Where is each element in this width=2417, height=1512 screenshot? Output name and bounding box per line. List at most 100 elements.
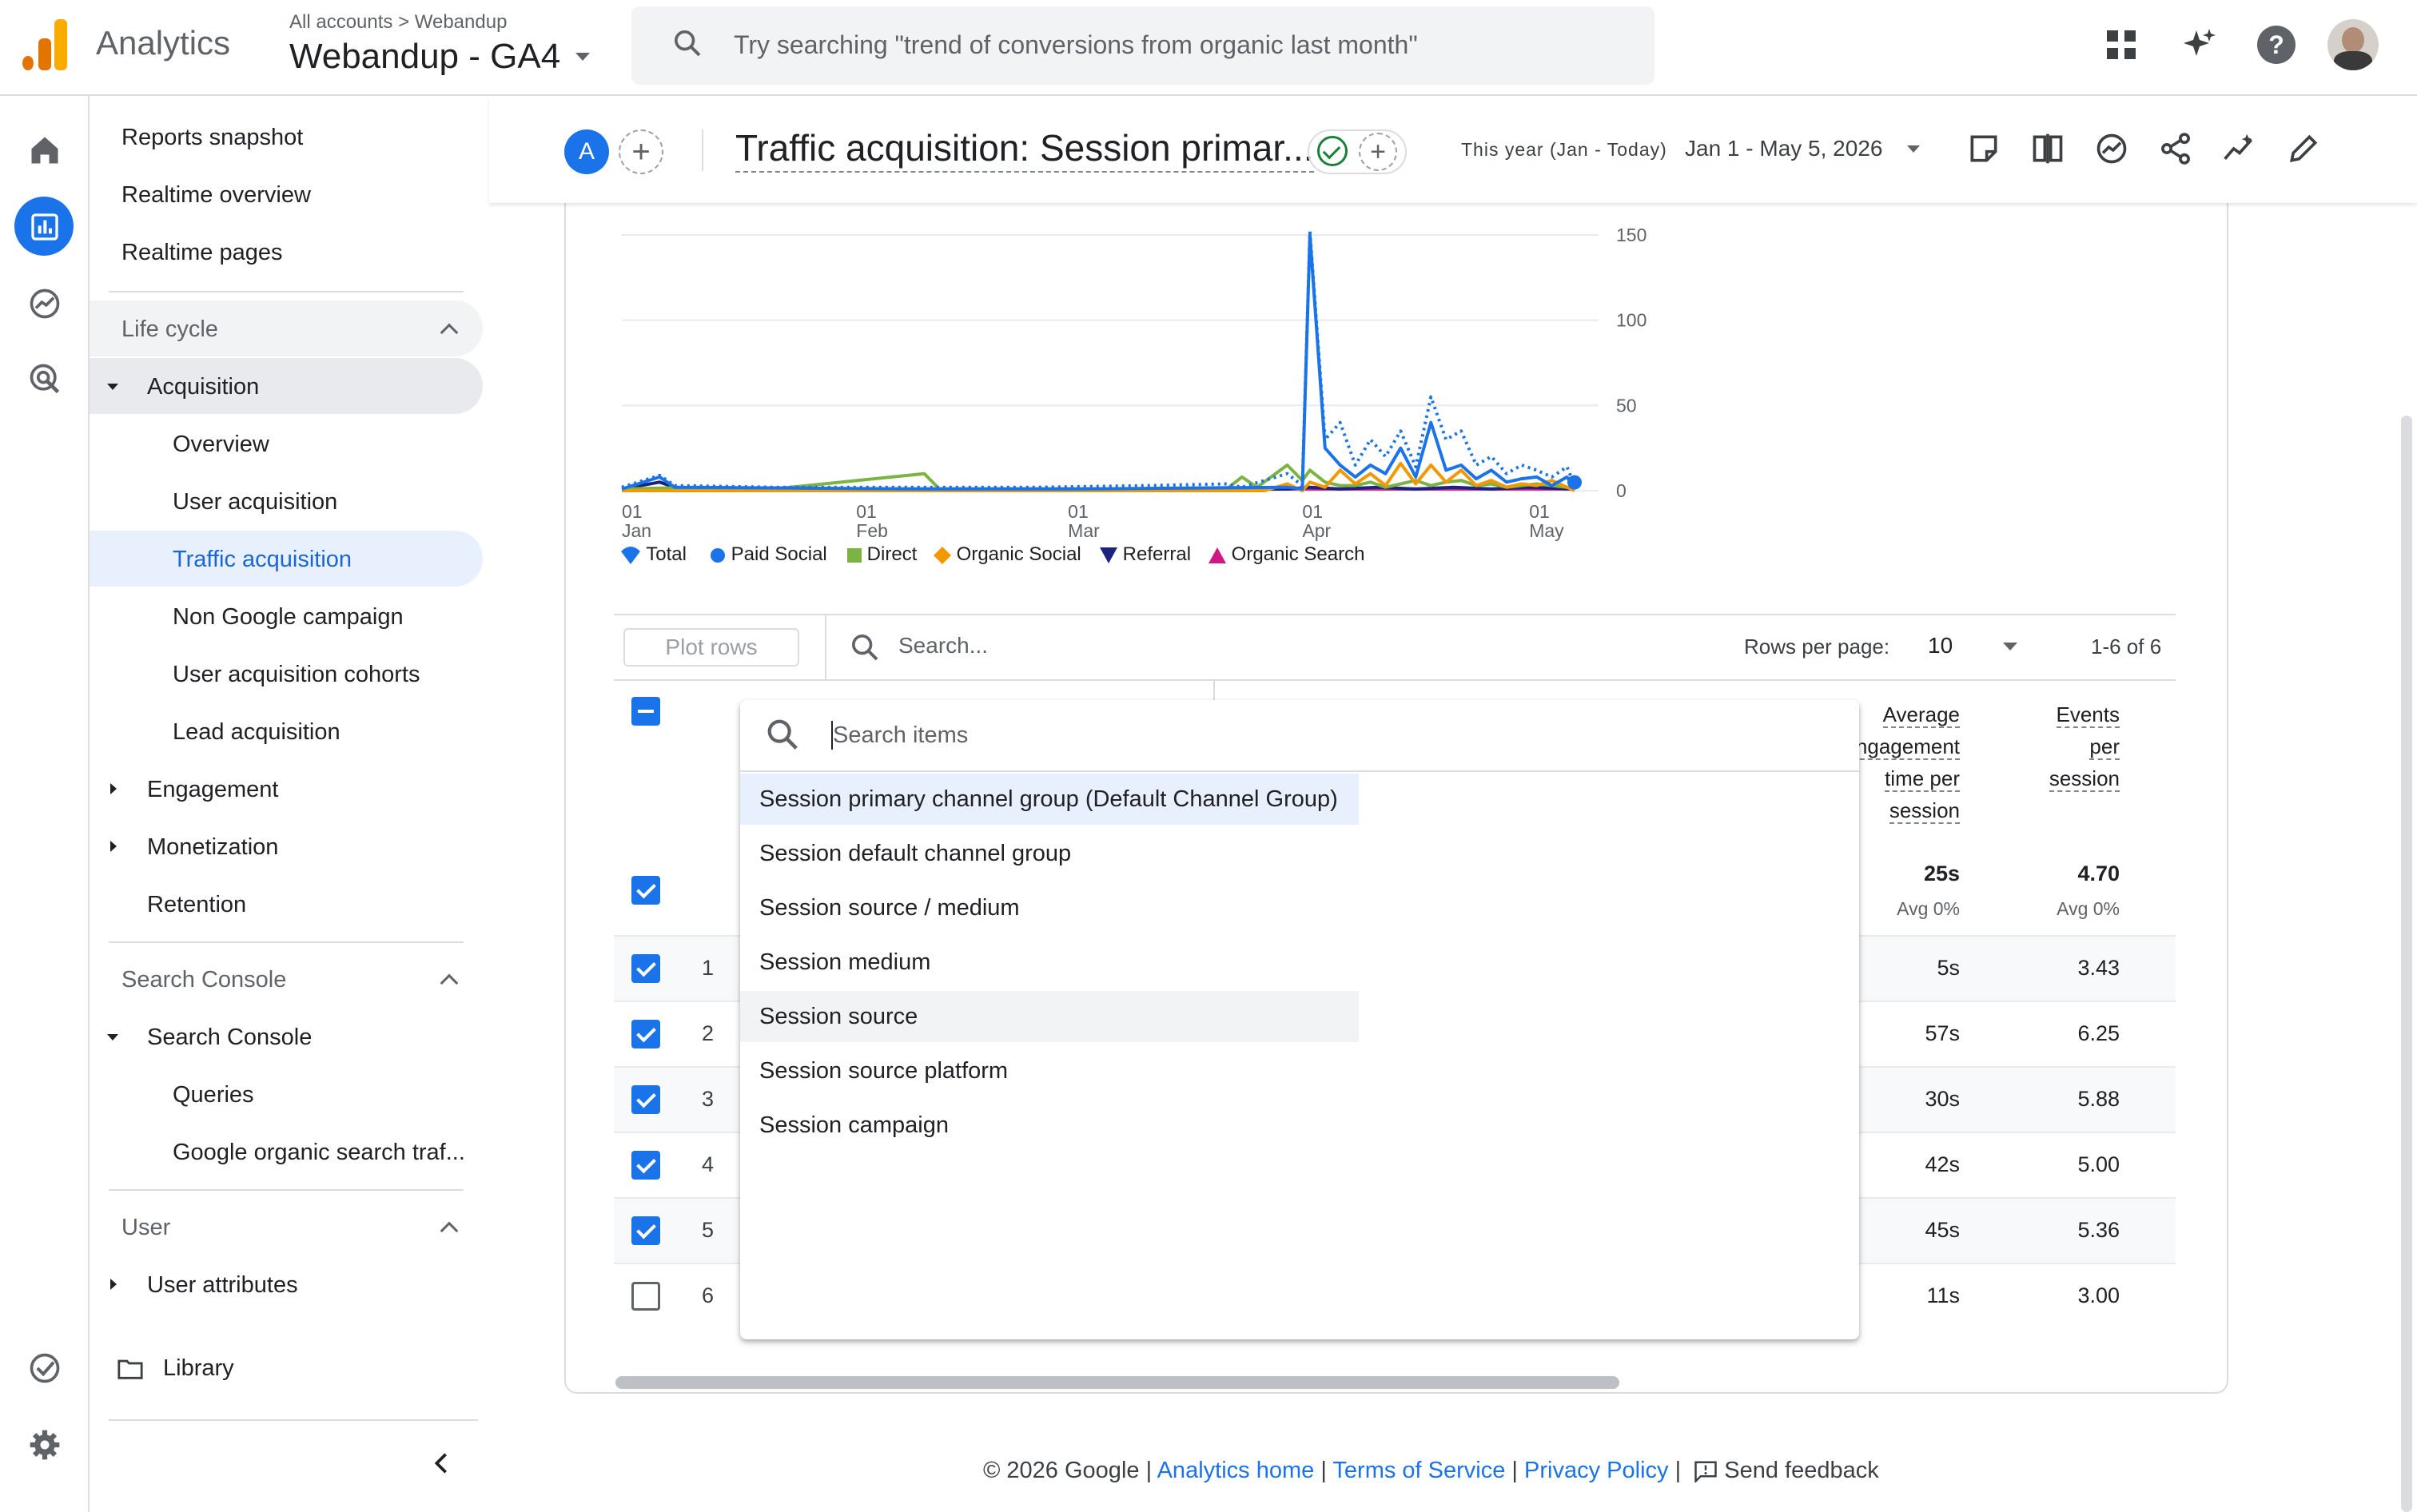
date-caret-icon[interactable] bbox=[1907, 145, 1920, 153]
legend-total[interactable]: Total bbox=[620, 543, 687, 566]
nav-user-attributes[interactable]: User attributes bbox=[147, 1272, 298, 1298]
dropdown-search-input[interactable]: Search items bbox=[833, 722, 969, 748]
report-title[interactable]: Traffic acquisition: Session primar... bbox=[735, 126, 1314, 173]
legend-organic-social[interactable]: Organic Social bbox=[934, 543, 1081, 566]
dropdown-option-default-channel-group[interactable]: Session default channel group bbox=[759, 840, 1072, 866]
caret-down-icon[interactable] bbox=[107, 384, 118, 390]
search-icon bbox=[668, 24, 707, 62]
table-search-input[interactable]: Search... bbox=[898, 633, 989, 658]
comparison-avatar[interactable]: A bbox=[564, 129, 609, 174]
table-toolbar-border bbox=[614, 679, 2176, 681]
nav-user-acquisition[interactable]: User acquisition bbox=[173, 489, 338, 515]
lifecycle-section-header[interactable] bbox=[90, 300, 483, 356]
check-circle-icon[interactable] bbox=[1317, 136, 1348, 166]
nav-overview[interactable]: Overview bbox=[173, 432, 269, 457]
account-breadcrumb[interactable]: All accounts > Webandup bbox=[289, 11, 507, 34]
advertising-icon[interactable] bbox=[27, 361, 62, 396]
caret-right-icon[interactable] bbox=[110, 783, 117, 794]
totals-checkbox[interactable] bbox=[631, 876, 660, 905]
property-selector[interactable]: Webandup - GA4 bbox=[289, 37, 561, 76]
row-number: 4 bbox=[702, 1152, 715, 1176]
cell-avg-engagement-time: 5s bbox=[1937, 956, 1960, 980]
reports-icon[interactable] bbox=[29, 211, 61, 243]
feedback-icon[interactable] bbox=[1694, 1460, 1718, 1484]
nav-traffic-acquisition[interactable]: Traffic acquisition bbox=[173, 547, 352, 572]
nav-acquisition[interactable]: Acquisition bbox=[147, 374, 260, 400]
dropdown-option-source[interactable]: Session source bbox=[740, 991, 1359, 1042]
home-icon[interactable] bbox=[27, 133, 62, 168]
footer-link-privacy[interactable]: Privacy Policy bbox=[1524, 1458, 1669, 1483]
nav-user-acquisition-cohorts[interactable]: User acquisition cohorts bbox=[173, 662, 420, 687]
nav-realtime-overview[interactable]: Realtime overview bbox=[121, 182, 311, 208]
nav-queries[interactable]: Queries bbox=[173, 1082, 254, 1108]
nav-monetization[interactable]: Monetization bbox=[147, 834, 279, 860]
dropdown-option-medium[interactable]: Session medium bbox=[759, 949, 931, 975]
insights-icon[interactable] bbox=[2094, 131, 2129, 166]
collapse-nav-chevron-icon[interactable] bbox=[432, 1451, 451, 1475]
explore-icon[interactable] bbox=[27, 286, 62, 321]
dropdown-option-source-medium[interactable]: Session source / medium bbox=[759, 894, 1020, 921]
nav-search-console[interactable]: Search Console bbox=[147, 1025, 313, 1050]
footer-send-feedback[interactable]: Send feedback bbox=[1724, 1458, 1879, 1483]
nav-non-google-campaign[interactable]: Non Google campaign bbox=[173, 604, 404, 630]
caret-right-icon[interactable] bbox=[110, 1279, 117, 1290]
settings-gear-icon[interactable] bbox=[27, 1427, 62, 1462]
legend-referral[interactable]: Referral bbox=[1100, 543, 1191, 566]
footer-separator: | bbox=[1145, 1458, 1153, 1483]
caret-right-icon[interactable] bbox=[110, 841, 117, 852]
nav-realtime-pages[interactable]: Realtime pages bbox=[121, 240, 283, 265]
footer-link-analytics-home[interactable]: Analytics home bbox=[1157, 1458, 1315, 1483]
footer-separator: | bbox=[1674, 1458, 1682, 1483]
dropdown-caret-icon[interactable] bbox=[2003, 643, 2017, 651]
help-icon[interactable]: ? bbox=[2257, 26, 2296, 64]
row-checkbox[interactable] bbox=[631, 954, 660, 983]
horizontal-scrollbar[interactable] bbox=[615, 1376, 1619, 1389]
report-header bbox=[489, 96, 2417, 203]
legend-paid-social[interactable]: Paid Social bbox=[710, 543, 827, 566]
plot-rows-button[interactable]: Plot rows bbox=[623, 628, 799, 666]
apps-grid-icon[interactable] bbox=[2105, 29, 2137, 61]
customize-report-icon[interactable] bbox=[1966, 131, 2001, 166]
column-header-events-per-session[interactable]: Events per session bbox=[2008, 698, 2120, 794]
nav-retention[interactable]: Retention bbox=[147, 892, 247, 917]
sparkle-icon[interactable] bbox=[2180, 26, 2219, 64]
dropdown-option-source-platform[interactable]: Session source platform bbox=[759, 1057, 1009, 1084]
row-checkbox[interactable] bbox=[631, 1151, 660, 1180]
table-toolbar-border bbox=[614, 614, 2176, 615]
legend-direct[interactable]: Direct bbox=[847, 543, 917, 566]
add-comparison-button[interactable]: + bbox=[619, 129, 663, 174]
nav-lead-acquisition[interactable]: Lead acquisition bbox=[173, 719, 340, 745]
analytics-logo[interactable] bbox=[22, 19, 67, 70]
row-checkbox[interactable] bbox=[631, 1020, 660, 1048]
legend-organic-search[interactable]: Organic Search bbox=[1208, 543, 1364, 566]
global-search-bar[interactable] bbox=[631, 6, 1654, 85]
footer-link-terms[interactable]: Terms of Service bbox=[1332, 1458, 1506, 1483]
global-search-input[interactable]: Try searching "trend of conversions from… bbox=[734, 30, 1418, 59]
row-checkbox[interactable] bbox=[631, 1282, 660, 1311]
nav-reports-snapshot[interactable]: Reports snapshot bbox=[121, 125, 304, 150]
select-all-checkbox[interactable] bbox=[631, 697, 660, 726]
row-checkbox[interactable] bbox=[631, 1085, 660, 1114]
account-avatar[interactable] bbox=[2327, 19, 2379, 70]
nav-library[interactable]: Library bbox=[163, 1355, 234, 1381]
date-range-selector[interactable]: Jan 1 - May 5, 2026 bbox=[1685, 136, 1883, 161]
rows-per-page-label: Rows per page: bbox=[1744, 635, 1890, 659]
admin-check-icon[interactable] bbox=[27, 1351, 62, 1386]
breadcrumb-account: Webandup bbox=[414, 11, 508, 33]
share-icon[interactable] bbox=[2158, 131, 2193, 166]
nav-engagement[interactable]: Engagement bbox=[147, 777, 279, 802]
property-caret-icon[interactable] bbox=[575, 53, 590, 61]
column-header-avg-engagement-time[interactable]: Average engagement time per session bbox=[1822, 698, 1960, 826]
dropdown-option-primary-channel-group[interactable]: Session primary channel group (Default C… bbox=[740, 774, 1359, 825]
nav-google-organic-search-traffic[interactable]: Google organic search traf... bbox=[173, 1140, 465, 1165]
dropdown-option-campaign[interactable]: Session campaign bbox=[759, 1112, 949, 1138]
legend-label: Organic Social bbox=[956, 543, 1081, 565]
compare-icon[interactable] bbox=[2030, 131, 2065, 166]
edit-pencil-icon[interactable] bbox=[2286, 131, 2321, 166]
vertical-scrollbar[interactable] bbox=[2401, 416, 2412, 1512]
anomaly-icon[interactable] bbox=[2222, 131, 2257, 166]
caret-down-icon[interactable] bbox=[107, 1034, 118, 1040]
add-filter-button[interactable]: + bbox=[1359, 133, 1397, 171]
rows-per-page-select[interactable]: 10 bbox=[1928, 633, 1953, 658]
row-checkbox[interactable] bbox=[631, 1216, 660, 1245]
